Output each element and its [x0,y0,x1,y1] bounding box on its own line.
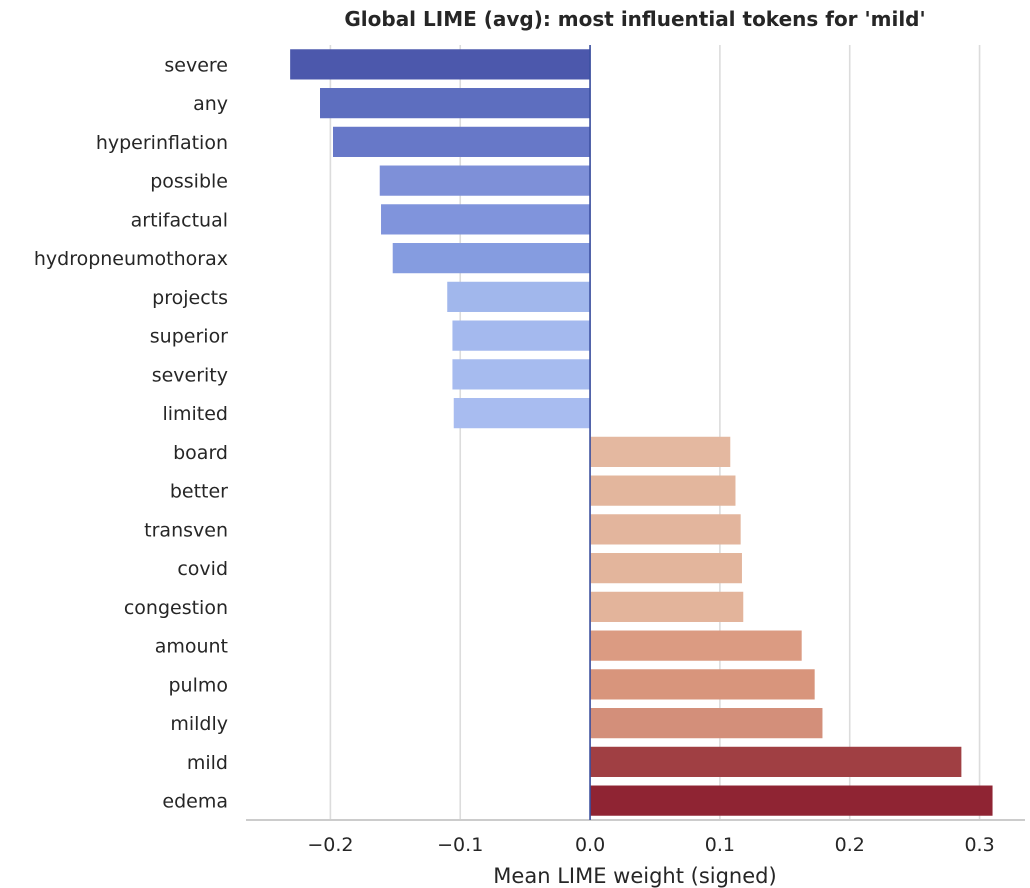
y-tick-label: artifactual [131,209,228,231]
bar-hyperinflation [332,126,591,157]
bar-severe [290,49,591,80]
y-tick-label: mild [187,752,228,774]
bar-hydropneumothorax [392,243,591,274]
bar-transven [590,514,741,545]
bar-possible [379,165,591,196]
bar-severity [452,359,591,390]
y-tick-label: hydropneumothorax [34,248,228,270]
y-tick-label: limited [162,403,228,425]
x-tick-label: −0.1 [437,834,483,856]
gridlines [329,45,981,820]
y-tick-label: edema [162,791,228,813]
y-tick-label: better [170,481,228,503]
bar-edema [590,785,993,816]
y-tick-label: severe [164,54,228,76]
y-tick-label: projects [152,287,228,309]
x-tick-labels: −0.2 −0.1 0.0 0.1 0.2 0.3 [307,834,994,856]
y-tick-label: pulmo [168,674,228,696]
bar-mild [590,746,962,777]
bar-amount [590,630,802,661]
y-tick-label: possible [150,171,228,193]
bar-superior [452,320,591,351]
y-tick-label: mildly [170,713,228,735]
bar-congestion [590,591,744,622]
bar-board [590,436,731,467]
x-tick-label: 0.1 [705,834,735,856]
y-tick-labels: severe any hyperinflation possible artifactu… [34,54,228,812]
bar-artifactual [381,204,591,235]
y-tick-label: covid [177,558,228,580]
bar-mildly [590,708,823,739]
bar-projects [447,281,591,312]
x-tick-label: 0.0 [575,834,605,856]
y-tick-label: superior [150,326,228,348]
y-tick-label: any [193,93,228,115]
y-tick-label: transven [144,519,228,541]
y-tick-label: hyperinflation [96,132,228,154]
x-axis-label: Mean LIME weight (signed) [493,864,776,888]
bar-pulmo [590,669,815,700]
y-tick-label: board [173,442,228,464]
bar-covid [590,553,742,584]
y-tick-label: severity [152,364,228,386]
y-tick-label: amount [155,636,228,658]
x-tick-label: 0.3 [964,834,994,856]
bars [290,49,993,816]
x-tick-label: −0.2 [307,834,353,856]
bar-any [320,88,591,119]
chart-title: Global LIME (avg): most influential toke… [344,7,925,31]
bar-limited [453,398,591,429]
y-tick-label: congestion [124,597,228,619]
bar-better [590,475,736,506]
x-tick-label: 0.2 [835,834,865,856]
